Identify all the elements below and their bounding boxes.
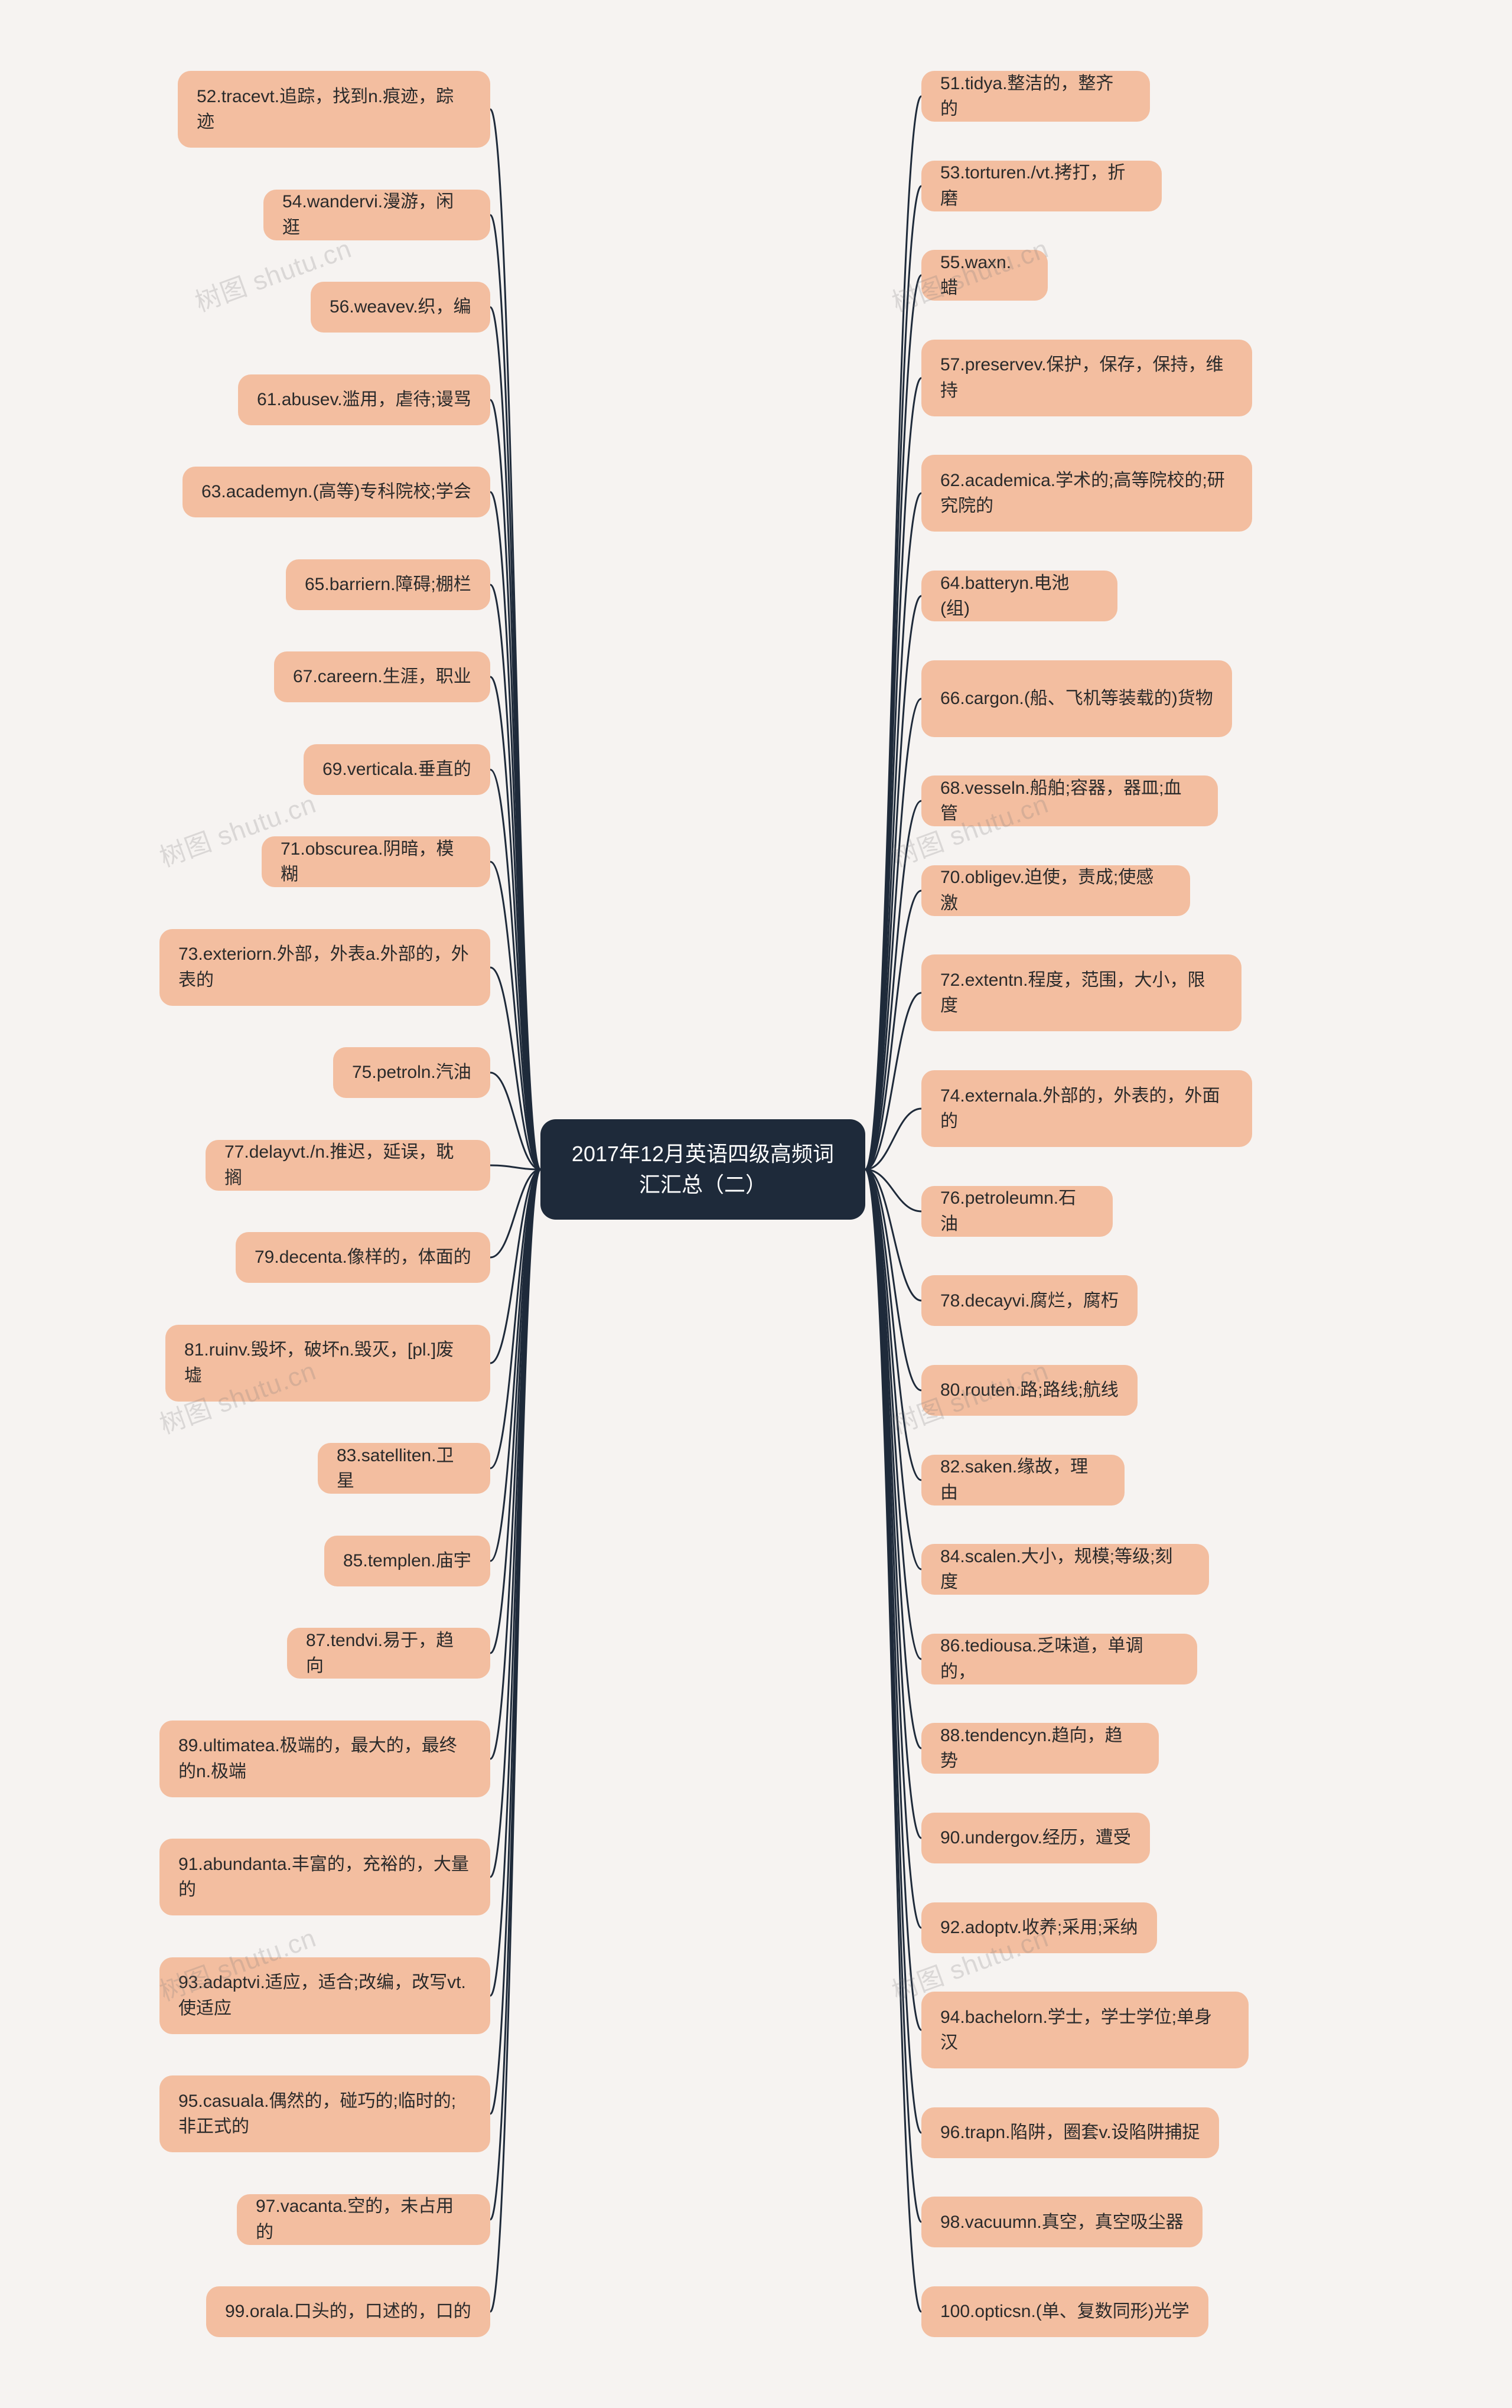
leaf-node: 88.tendencyn.趋向，趋势 [921, 1723, 1159, 1774]
leaf-node: 70.obligev.迫使，责成;使感激 [921, 865, 1190, 916]
leaf-label: 74.externala.外部的，外表的，外面的 [940, 1083, 1233, 1135]
leaf-node: 79.decenta.像样的，体面的 [236, 1232, 490, 1283]
center-label: 2017年12月英语四级高频词汇汇总（二） [566, 1139, 839, 1200]
leaf-label: 91.abundanta.丰富的，充裕的，大量的 [178, 1852, 471, 1903]
leaf-label: 79.decenta.像样的，体面的 [255, 1244, 471, 1270]
leaf-label: 62.academica.学术的;高等院校的;研究院的 [940, 468, 1233, 519]
leaf-node: 89.ultimatea.极端的，最大的，最终的n.极端 [159, 1721, 490, 1797]
leaf-node: 74.externala.外部的，外表的，外面的 [921, 1070, 1252, 1147]
leaf-label: 87.tendvi.易于，趋向 [306, 1628, 471, 1679]
leaf-node: 92.adoptv.收养;采用;采纳 [921, 1902, 1157, 1953]
leaf-label: 69.verticala.垂直的 [322, 757, 471, 783]
leaf-node: 52.tracevt.追踪，找到n.痕迹，踪迹 [178, 71, 490, 148]
leaf-label: 64.batteryn.电池(组) [940, 571, 1099, 622]
leaf-node: 71.obscurea.阴暗，模糊 [262, 836, 490, 887]
leaf-node: 78.decayvi.腐烂，腐朽 [921, 1275, 1138, 1326]
leaf-label: 77.delayvt./n.推迟，延误，耽搁 [224, 1139, 471, 1191]
leaf-node: 63.academyn.(高等)专科院校;学会 [183, 467, 490, 517]
leaf-node: 64.batteryn.电池(组) [921, 571, 1117, 621]
leaf-label: 52.tracevt.追踪，找到n.痕迹，踪迹 [197, 84, 471, 135]
leaf-node: 66.cargon.(船、飞机等装载的)货物 [921, 660, 1232, 737]
leaf-node: 81.ruinv.毁坏，破坏n.毁灭，[pl.]废墟 [165, 1325, 490, 1402]
mindmap-stage: 2017年12月英语四级高频词汇汇总（二） 51.tidya.整洁的，整齐的 53.… [0, 0, 1512, 2408]
leaf-node: 83.satelliten.卫星 [318, 1443, 490, 1494]
leaf-label: 61.abusev.滥用，虐待;谩骂 [257, 387, 471, 413]
leaf-node: 80.routen.路;路线;航线 [921, 1365, 1138, 1416]
leaf-label: 78.decayvi.腐烂，腐朽 [940, 1288, 1119, 1314]
leaf-label: 72.extentn.程度，范围，大小，限度 [940, 967, 1223, 1019]
leaf-label: 88.tendencyn.趋向，趋势 [940, 1723, 1140, 1774]
leaf-node: 98.vacuumn.真空，真空吸尘器 [921, 2197, 1203, 2247]
leaf-label: 73.exteriorn.外部，外表a.外部的，外表的 [178, 941, 471, 993]
leaf-label: 65.barriern.障碍;棚栏 [305, 572, 471, 598]
leaf-label: 97.vacanta.空的，未占用的 [256, 2194, 471, 2245]
leaf-label: 90.undergov.经历，遭受 [940, 1825, 1131, 1851]
leaf-node: 100.opticsn.(单、复数同形)光学 [921, 2286, 1208, 2337]
leaf-label: 75.petroln.汽油 [352, 1060, 471, 1086]
leaf-label: 96.trapn.陷阱，圈套v.设陷阱捕捉 [940, 2120, 1200, 2146]
leaf-label: 67.careern.生涯，职业 [293, 664, 471, 690]
leaf-label: 71.obscurea.阴暗，模糊 [281, 836, 471, 888]
leaf-node: 97.vacanta.空的，未占用的 [237, 2194, 490, 2245]
leaf-node: 61.abusev.滥用，虐待;谩骂 [238, 374, 490, 425]
leaf-label: 57.preservev.保护，保存，保持，维持 [940, 352, 1233, 403]
leaf-label: 76.petroleumn.石油 [940, 1185, 1094, 1237]
leaf-node: 51.tidya.整洁的，整齐的 [921, 71, 1150, 122]
leaf-node: 55.waxn.蜡 [921, 250, 1048, 301]
leaf-label: 70.obligev.迫使，责成;使感激 [940, 865, 1171, 916]
center-node: 2017年12月英语四级高频词汇汇总（二） [540, 1119, 865, 1220]
leaf-node: 65.barriern.障碍;棚栏 [286, 559, 490, 610]
leaf-label: 81.ruinv.毁坏，破坏n.毁灭，[pl.]废墟 [184, 1337, 471, 1389]
leaf-node: 91.abundanta.丰富的，充裕的，大量的 [159, 1839, 490, 1915]
leaf-label: 53.torturen./vt.拷打，折磨 [940, 160, 1143, 211]
leaf-label: 51.tidya.整洁的，整齐的 [940, 71, 1131, 122]
leaf-label: 94.bachelorn.学士，学士学位;单身汉 [940, 2005, 1230, 2056]
leaf-label: 55.waxn.蜡 [940, 250, 1029, 301]
leaf-label: 63.academyn.(高等)专科院校;学会 [201, 479, 471, 505]
leaf-node: 86.tediousa.乏味道，单调的， [921, 1634, 1197, 1684]
leaf-label: 56.weavev.织，编 [330, 294, 471, 320]
leaf-node: 87.tendvi.易于，趋向 [287, 1628, 490, 1679]
leaf-node: 76.petroleumn.石油 [921, 1186, 1113, 1237]
leaf-node: 72.extentn.程度，范围，大小，限度 [921, 954, 1241, 1031]
leaf-label: 99.orala.口头的，口述的，口的 [225, 2299, 471, 2325]
leaf-node: 82.saken.缘故，理由 [921, 1455, 1125, 1506]
leaf-label: 89.ultimatea.极端的，最大的，最终的n.极端 [178, 1733, 471, 1784]
leaf-node: 95.casuala.偶然的，碰巧的;临时的;非正式的 [159, 2075, 490, 2152]
leaf-label: 85.templen.庙宇 [343, 1548, 471, 1574]
leaf-node: 99.orala.口头的，口述的，口的 [206, 2286, 490, 2337]
leaf-label: 92.adoptv.收养;采用;采纳 [940, 1915, 1138, 1941]
leaf-label: 54.wandervi.漫游，闲逛 [282, 189, 471, 240]
leaf-node: 69.verticala.垂直的 [304, 744, 490, 795]
leaf-label: 84.scalen.大小，规模;等级;刻度 [940, 1544, 1190, 1595]
leaf-node: 77.delayvt./n.推迟，延误，耽搁 [206, 1140, 490, 1191]
leaf-label: 83.satelliten.卫星 [337, 1443, 471, 1494]
leaf-node: 94.bachelorn.学士，学士学位;单身汉 [921, 1992, 1249, 2068]
leaf-node: 96.trapn.陷阱，圈套v.设陷阱捕捉 [921, 2107, 1219, 2158]
leaf-node: 56.weavev.织，编 [311, 282, 490, 333]
leaf-label: 98.vacuumn.真空，真空吸尘器 [940, 2210, 1184, 2236]
leaf-node: 53.torturen./vt.拷打，折磨 [921, 161, 1162, 211]
leaf-label: 86.tediousa.乏味道，单调的， [940, 1633, 1178, 1684]
leaf-node: 67.careern.生涯，职业 [274, 651, 490, 702]
leaf-label: 100.opticsn.(单、复数同形)光学 [940, 2299, 1190, 2325]
leaf-label: 95.casuala.偶然的，碰巧的;临时的;非正式的 [178, 2088, 471, 2140]
leaf-node: 90.undergov.经历，遭受 [921, 1813, 1150, 1863]
leaf-node: 62.academica.学术的;高等院校的;研究院的 [921, 455, 1252, 532]
leaf-node: 85.templen.庙宇 [324, 1536, 490, 1586]
leaf-label: 82.saken.缘故，理由 [940, 1454, 1106, 1506]
leaf-node: 68.vesseln.船舶;容器，器皿;血管 [921, 775, 1218, 826]
leaf-node: 75.petroln.汽油 [333, 1047, 490, 1098]
leaf-label: 80.routen.路;路线;航线 [940, 1377, 1119, 1403]
leaf-node: 57.preservev.保护，保存，保持，维持 [921, 340, 1252, 416]
leaf-node: 84.scalen.大小，规模;等级;刻度 [921, 1544, 1209, 1595]
leaf-label: 66.cargon.(船、飞机等装载的)货物 [940, 686, 1213, 712]
leaf-node: 73.exteriorn.外部，外表a.外部的，外表的 [159, 929, 490, 1006]
leaf-label: 68.vesseln.船舶;容器，器皿;血管 [940, 775, 1199, 827]
leaf-node: 54.wandervi.漫游，闲逛 [263, 190, 490, 240]
leaf-node: 93.adaptvi.适应，适合;改编，改写vt.使适应 [159, 1957, 490, 2034]
leaf-label: 93.adaptvi.适应，适合;改编，改写vt.使适应 [178, 1970, 471, 2021]
